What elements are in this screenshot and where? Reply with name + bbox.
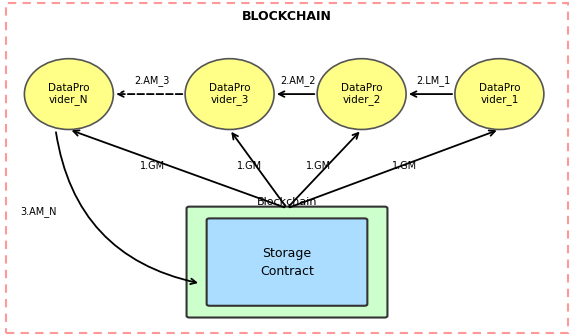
Ellipse shape xyxy=(455,59,544,129)
Text: Blockchain: Blockchain xyxy=(257,197,317,207)
Text: 2.AM_2: 2.AM_2 xyxy=(281,75,316,86)
Ellipse shape xyxy=(24,59,113,129)
Text: DataPro
vider_N: DataPro vider_N xyxy=(48,83,90,105)
Text: DataPro
vider_1: DataPro vider_1 xyxy=(479,83,520,105)
Text: 1.GM: 1.GM xyxy=(392,161,417,171)
FancyBboxPatch shape xyxy=(187,207,387,318)
Text: 2.AM_3: 2.AM_3 xyxy=(134,75,170,86)
Text: 1.GM: 1.GM xyxy=(139,161,165,171)
Text: DataPro
vider_3: DataPro vider_3 xyxy=(209,83,250,105)
Text: Storage
Contract: Storage Contract xyxy=(260,247,314,278)
Text: DataPro
vider_2: DataPro vider_2 xyxy=(341,83,382,105)
Ellipse shape xyxy=(317,59,406,129)
Ellipse shape xyxy=(185,59,274,129)
Text: 1.GM: 1.GM xyxy=(306,161,331,171)
Text: BLOCKCHAIN: BLOCKCHAIN xyxy=(242,10,332,23)
Text: 2.LM_1: 2.LM_1 xyxy=(416,75,451,86)
FancyBboxPatch shape xyxy=(207,218,367,306)
Text: 1.GM: 1.GM xyxy=(237,161,262,171)
Text: 3.AM_N: 3.AM_N xyxy=(20,206,57,217)
